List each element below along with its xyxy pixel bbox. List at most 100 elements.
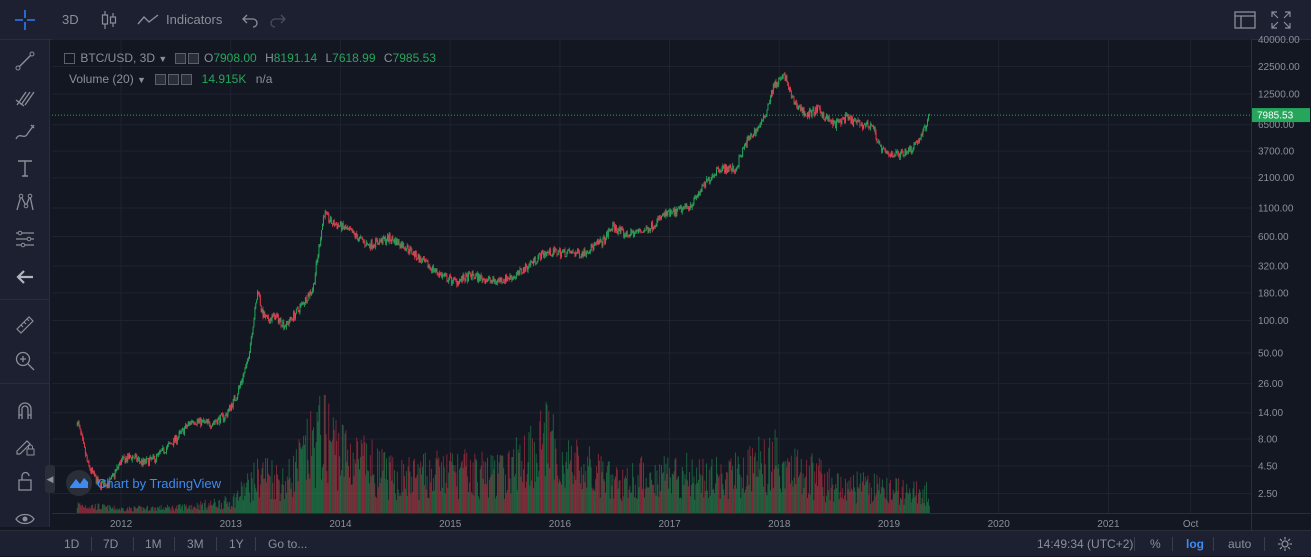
volume-bar xyxy=(422,466,424,513)
candle-body xyxy=(387,235,389,242)
volume-bar xyxy=(654,465,656,513)
redo-button[interactable] xyxy=(270,12,286,28)
volume-bar xyxy=(708,469,710,513)
volume-bar xyxy=(587,456,589,513)
candle-body xyxy=(81,433,83,436)
percent-toggle[interactable]: % xyxy=(1150,537,1161,551)
volume-label[interactable]: Volume (20) xyxy=(69,72,134,86)
candle-body xyxy=(729,166,731,167)
range-1y[interactable]: 1Y xyxy=(229,537,244,551)
volume-bar xyxy=(925,505,927,513)
volume-bar xyxy=(807,497,808,513)
price-tick-label: 26.00 xyxy=(1258,379,1283,390)
volume-bar xyxy=(760,451,762,513)
candle-body xyxy=(698,192,699,196)
volume-bar xyxy=(496,495,497,513)
volume-bar xyxy=(568,440,570,513)
price-tick-label: 1100.00 xyxy=(1258,204,1294,215)
candle-body xyxy=(225,413,227,416)
candle-body xyxy=(752,135,754,137)
candle-body xyxy=(505,274,507,282)
range-3m[interactable]: 3M xyxy=(187,537,204,551)
candle-body xyxy=(389,234,391,240)
trend-line-tool[interactable] xyxy=(0,44,50,78)
candle-body xyxy=(478,274,480,282)
fib-tool[interactable] xyxy=(0,80,50,114)
candle-body xyxy=(648,229,650,233)
candle-body xyxy=(506,277,508,282)
symbol-label[interactable]: BTC/USD, 3D xyxy=(80,51,156,65)
candle-body xyxy=(418,254,420,263)
volume-bar xyxy=(816,463,818,513)
fullscreen-button[interactable] xyxy=(1271,11,1291,29)
volume-bar xyxy=(620,498,622,513)
goto-button[interactable]: Go to... xyxy=(268,537,308,551)
ruler-tool[interactable] xyxy=(0,308,50,342)
candle-body xyxy=(578,249,580,253)
tradingview-watermark[interactable]: Chart by TradingView xyxy=(65,469,221,497)
volume-bar xyxy=(642,488,644,513)
undo-button[interactable] xyxy=(242,12,258,28)
candle-body xyxy=(817,105,818,112)
chart-style-button[interactable] xyxy=(100,10,118,30)
candle-body xyxy=(602,238,604,246)
candle-body xyxy=(581,252,583,256)
brush-tool[interactable] xyxy=(0,115,50,149)
candle-body xyxy=(682,206,684,209)
pattern-tool[interactable] xyxy=(0,186,50,220)
volume-bar xyxy=(210,500,212,513)
lock-all-tool[interactable] xyxy=(0,464,50,498)
clock[interactable]: 14:49:34 (UTC+2) xyxy=(1037,537,1134,551)
range-7d[interactable]: 7D xyxy=(103,537,119,551)
range-1m[interactable]: 1M xyxy=(145,537,162,551)
volume-bar xyxy=(511,457,513,513)
volume-bar xyxy=(267,458,268,513)
candle-body xyxy=(631,229,633,234)
chevron-down-icon[interactable]: ▼ xyxy=(137,75,146,85)
candle-body xyxy=(332,220,334,225)
candle-body xyxy=(271,315,273,321)
volume-bar xyxy=(392,457,394,513)
log-toggle[interactable]: log xyxy=(1186,537,1204,551)
magnet-tool[interactable] xyxy=(0,393,50,427)
candle-body xyxy=(670,210,672,217)
back-tool[interactable] xyxy=(0,260,50,294)
prediction-tool[interactable] xyxy=(0,222,50,256)
auto-toggle[interactable]: auto xyxy=(1228,537,1252,551)
candle-body xyxy=(256,299,258,304)
settings-icon[interactable] xyxy=(168,74,180,85)
volume-bar xyxy=(281,484,283,513)
volume-bar xyxy=(330,440,332,513)
candle-body xyxy=(233,396,235,399)
candle-body xyxy=(786,75,788,83)
volume-bar xyxy=(478,496,479,513)
candle-body xyxy=(873,126,875,129)
hide-drawings-tool[interactable] xyxy=(0,502,50,536)
volume-bar xyxy=(923,502,925,513)
interval-button[interactable]: 3D xyxy=(62,12,79,27)
collapse-toolbar-button[interactable]: ◀ xyxy=(45,465,55,493)
volume-bar xyxy=(863,485,865,513)
candle-body xyxy=(196,420,198,425)
volume-bar xyxy=(767,483,769,513)
crosshair-tool[interactable] xyxy=(0,3,50,37)
chart-settings-button[interactable] xyxy=(1277,536,1293,552)
settings-icon[interactable] xyxy=(187,53,199,64)
volume-bar xyxy=(743,492,745,513)
text-tool[interactable] xyxy=(0,151,50,185)
eye-toggle-icon[interactable] xyxy=(174,53,186,64)
volume-bar xyxy=(720,464,722,513)
candle-body xyxy=(762,115,764,120)
volume-bar xyxy=(541,449,543,513)
eye-toggle-icon[interactable] xyxy=(155,74,167,85)
collapse-legend-icon[interactable] xyxy=(64,53,75,64)
candle-body xyxy=(834,121,836,123)
zoom-tool[interactable] xyxy=(0,344,50,378)
lock-drawing-tool[interactable] xyxy=(0,429,50,463)
volume-bar xyxy=(450,452,451,513)
chevron-down-icon[interactable]: ▼ xyxy=(158,54,168,64)
layout-button[interactable] xyxy=(1234,11,1256,29)
range-1d[interactable]: 1D xyxy=(64,537,80,551)
candle-body xyxy=(887,151,889,154)
close-icon[interactable] xyxy=(181,74,193,85)
